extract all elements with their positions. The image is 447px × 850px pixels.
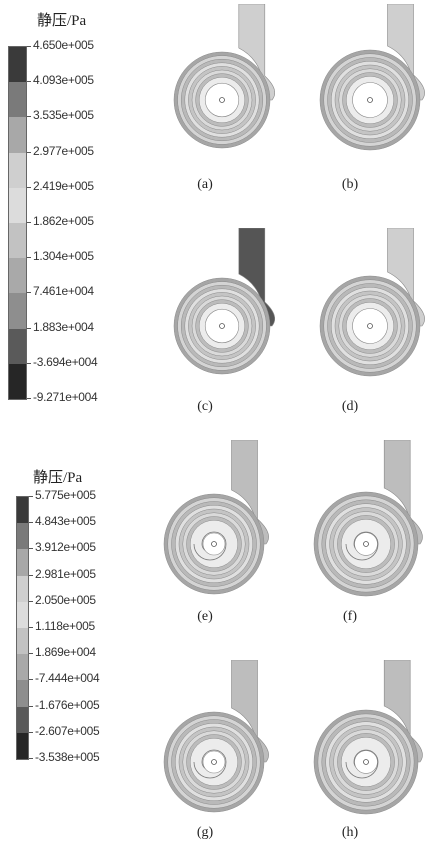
contour-panel	[300, 439, 430, 606]
legend-bottom-tick-label: 4.843e+005	[35, 514, 96, 529]
contour-panel	[300, 659, 430, 820]
contour-panel	[160, 439, 275, 606]
shaft-center	[363, 759, 369, 765]
volute-contour-plot	[163, 439, 269, 595]
contour-panel	[160, 227, 276, 394]
impeller-hub	[202, 532, 226, 556]
shaft-center	[211, 759, 217, 765]
legend-top-tick-label: 2.977e+005	[33, 143, 94, 158]
volute-outlet	[231, 659, 269, 763]
legend-bottom-tick-label: 2.050e+005	[35, 592, 96, 607]
legend-bottom-tick-mark	[29, 574, 33, 576]
legend-top-tick-mark	[27, 292, 31, 294]
legend-bottom-tick-label: -2.607e+005	[35, 723, 100, 738]
legend-top-tick-mark	[27, 81, 31, 83]
colorbar-bottom	[16, 496, 29, 760]
volute-contour-plot	[313, 439, 423, 597]
impeller-hub	[202, 750, 226, 774]
legend-top-tick-label: 1.304e+005	[33, 249, 94, 264]
legend-top-tick-label: 4.093e+005	[33, 73, 94, 88]
legend-top-tick-mark	[27, 327, 31, 329]
volute-contour-plot	[173, 3, 276, 149]
legend-bottom-tick-mark	[29, 496, 33, 497]
volute-outlet	[238, 3, 276, 101]
impeller-hub	[352, 308, 388, 344]
legend-bottom-tick-mark	[29, 731, 33, 733]
volute-contour-plot	[173, 227, 276, 375]
volute-contour-plot	[319, 3, 425, 151]
contour-panel	[160, 3, 276, 170]
impeller-hub	[354, 750, 378, 774]
legend-bottom-tick-label: -1.676e+005	[35, 697, 100, 712]
legend-bottom-tick-label: 2.981e+005	[35, 566, 96, 581]
legend-bottom-tick-mark	[29, 548, 33, 550]
legend-bottom-tick-label: -3.538e+005	[35, 750, 100, 764]
volute-contour-plot	[163, 659, 269, 813]
contour-panel	[300, 227, 430, 394]
impeller-hub	[204, 82, 240, 118]
volute-contour-plot	[319, 227, 425, 377]
legend-bottom-tick-mark	[29, 600, 33, 602]
legend-top-tick-label: -9.271e+004	[33, 390, 98, 404]
legend-top-tick-label: 1.862e+005	[33, 214, 94, 228]
legend-top-tick-label: 2.419e+005	[33, 178, 94, 193]
legend-bottom-tick-label: -7.444e+004	[35, 671, 100, 686]
legend-top-tick-mark	[27, 398, 31, 399]
shaft-center	[211, 541, 217, 547]
contour-panel	[160, 659, 275, 820]
legend-top-tick-mark	[27, 186, 31, 188]
legend-top-tick-mark	[27, 257, 31, 259]
legend-top-tick-label: 7.461e+004	[33, 284, 94, 299]
legend-bottom-tick-mark	[29, 653, 33, 655]
shaft-center	[367, 323, 373, 329]
legend-bottom-tick-mark	[29, 627, 33, 628]
impeller-hub	[204, 308, 240, 344]
volute-outlet	[238, 227, 276, 327]
shaft-center	[367, 97, 373, 103]
panel-caption: (f)	[343, 609, 357, 624]
panel-caption: (g)	[196, 825, 214, 840]
legend-bottom-tick-label: 1.118e+005	[35, 619, 95, 633]
panel-caption: (h)	[341, 825, 359, 840]
legend-bottom-tick-label: 3.912e+005	[35, 540, 96, 555]
shaft-center	[363, 541, 369, 547]
colorbar-top	[8, 46, 27, 400]
legend-top-tick-mark	[27, 222, 31, 223]
shaft-center	[219, 97, 225, 103]
panel-caption: (c)	[197, 399, 213, 414]
legend-bottom-tick-mark	[29, 705, 33, 707]
legend-top-tick-label: -3.694e+004	[33, 354, 98, 369]
legend-top-tick-mark	[27, 151, 31, 153]
panel-caption: (d)	[341, 399, 359, 414]
legend-top-title: 静压/Pa	[37, 13, 87, 29]
volute-outlet	[231, 439, 269, 545]
legend-bottom-tick-mark	[29, 679, 33, 681]
panel-caption: (b)	[341, 177, 359, 192]
legend-bottom-tick-label: 5.775e+005	[35, 488, 96, 502]
legend-top-tick-mark	[27, 362, 31, 364]
panel-caption: (a)	[197, 177, 213, 192]
legend-top-tick-label: 3.535e+005	[33, 108, 94, 123]
impeller-hub	[352, 82, 388, 118]
legend-top-tick-mark	[27, 46, 31, 47]
legend-bottom-tick-mark	[29, 758, 33, 759]
legend-top-tick-label: 4.650e+005	[33, 38, 94, 52]
contour-panel	[300, 3, 430, 170]
volute-contour-plot	[313, 659, 423, 815]
volute-outlet	[387, 3, 425, 101]
panel-caption: (e)	[197, 609, 213, 624]
legend-top-tick-label: 1.883e+004	[33, 319, 94, 334]
legend-top-tick-mark	[27, 116, 31, 118]
volute-outlet	[387, 227, 425, 327]
shaft-center	[219, 323, 225, 329]
legend-bottom-tick-mark	[29, 522, 33, 524]
legend-bottom-title: 静压/Pa	[33, 470, 83, 486]
legend-bottom-tick-label: 1.869e+004	[35, 645, 96, 660]
impeller-hub	[354, 532, 378, 556]
